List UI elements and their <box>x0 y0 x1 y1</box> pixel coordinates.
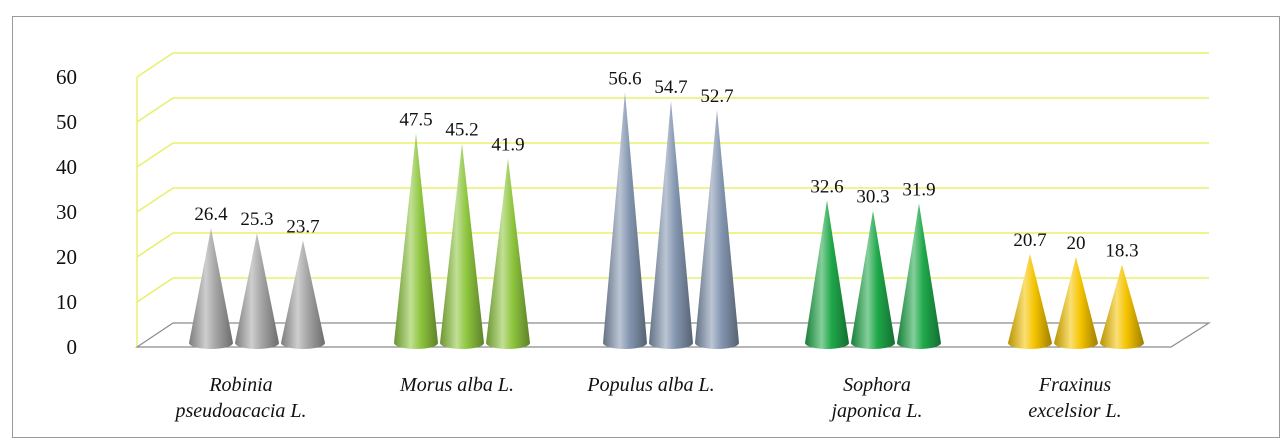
category-label-line: Fraxinus <box>1038 374 1112 396</box>
category-label-line: pseudoacacia L. <box>175 400 307 422</box>
data-label: 41.9 <box>491 134 524 155</box>
cone-bar <box>394 133 438 349</box>
cone-bar <box>805 200 849 349</box>
data-label: 18.3 <box>1105 241 1138 262</box>
data-label: 32.6 <box>810 176 843 197</box>
cone-bar <box>281 240 325 349</box>
y-tick-label: 10 <box>56 290 77 314</box>
category-label: Fraxinus excelsior L. <box>975 372 1175 424</box>
gridlines <box>136 52 1209 347</box>
cone-bar <box>235 233 279 349</box>
y-tick-label: 20 <box>56 245 77 269</box>
category-label: Morus alba L. <box>357 372 557 398</box>
data-label: 23.7 <box>286 216 319 237</box>
gridline-depth <box>136 142 174 168</box>
y-tick-label: 50 <box>56 110 77 134</box>
category-label-line: Populus alba L. <box>587 374 715 396</box>
gridline-depth <box>136 52 174 78</box>
data-label: 31.9 <box>902 179 935 200</box>
data-label: 56.6 <box>608 68 641 89</box>
cone-bar <box>1100 264 1144 349</box>
category-label-line: Sophora <box>843 374 911 396</box>
category-label: Populus alba L. <box>551 372 751 398</box>
y-tick-label: 60 <box>56 65 77 89</box>
gridline-depth <box>136 232 174 258</box>
cone-bar <box>603 92 647 350</box>
y-tick-label: 40 <box>56 155 77 179</box>
cone-bar <box>189 228 233 349</box>
data-label: 54.7 <box>654 77 687 98</box>
y-tick-label: 0 <box>67 335 78 359</box>
cone-bar <box>851 210 895 349</box>
gridline-depth <box>136 277 174 303</box>
data-label: 20 <box>1067 233 1086 254</box>
cone-bar <box>1054 257 1098 349</box>
data-label: 20.7 <box>1013 230 1046 251</box>
cone-bar <box>649 100 693 349</box>
data-label: 25.3 <box>240 209 273 230</box>
data-label: 26.4 <box>194 204 228 225</box>
data-label: 45.2 <box>445 120 478 141</box>
cone-bar <box>440 143 484 349</box>
category-label: Robinia pseudoacacia L. <box>141 372 341 424</box>
y-tick-label: 30 <box>56 200 77 224</box>
category-label: Sophora japonica L. <box>777 372 977 424</box>
data-label: 30.3 <box>856 187 889 208</box>
category-label-line: excelsior L. <box>1028 400 1122 422</box>
cone-bar <box>1008 253 1052 349</box>
data-label: 52.7 <box>700 86 733 107</box>
category-label-line: japonica L. <box>831 400 923 422</box>
gridline-depth <box>136 187 174 213</box>
cone-bar <box>695 109 739 349</box>
cone-bar-chart: 0 10 20 30 40 50 60 26.4 25.3 23.7 47.5 45.2 41.9 56.… <box>56 52 1212 359</box>
data-label: 47.5 <box>399 109 432 130</box>
category-label-line: Robinia <box>209 374 273 396</box>
cone-bar <box>897 203 941 349</box>
category-label-line: Morus alba L. <box>400 374 514 396</box>
gridline-depth <box>136 97 174 123</box>
chart-frame: 0 10 20 30 40 50 60 26.4 25.3 23.7 47.5 45.2 41.9 56.… <box>12 16 1280 438</box>
cone-bar <box>486 158 530 349</box>
